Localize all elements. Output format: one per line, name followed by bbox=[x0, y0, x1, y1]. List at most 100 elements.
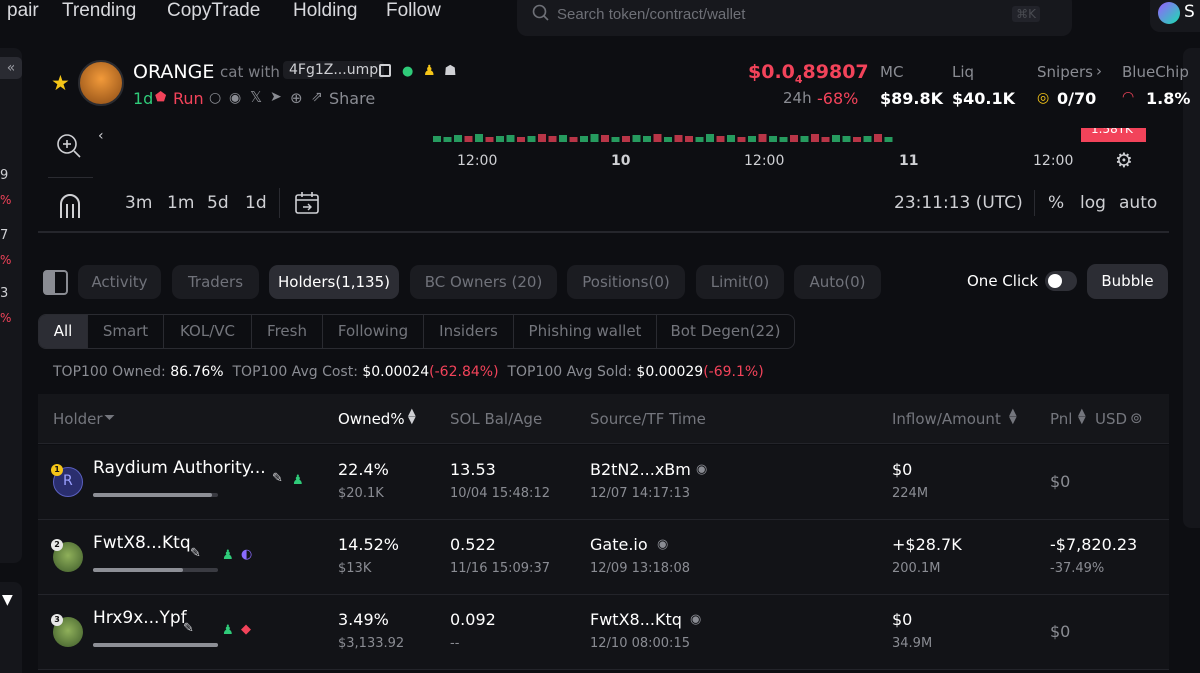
search-shortcut: ⌘K bbox=[1012, 6, 1040, 22]
panel-toggle-icon[interactable] bbox=[43, 270, 68, 295]
filter-following[interactable]: Following bbox=[323, 315, 424, 348]
chart-candle bbox=[454, 135, 462, 142]
chart-candle bbox=[475, 134, 483, 142]
col-inflow-amount[interactable]: Inflow/Amount bbox=[892, 410, 1001, 428]
currency-toggle-icon[interactable]: ⊚ bbox=[1130, 409, 1143, 427]
telegram-icon[interactable]: ➤ bbox=[270, 89, 282, 105]
edit-pencil-icon[interactable]: ✎ bbox=[272, 471, 283, 486]
chart-candle bbox=[611, 137, 620, 142]
nav-holding[interactable]: Holding bbox=[293, 0, 358, 21]
table-row[interactable]: 2 FwtX8...Ktq ✎ ♟ ◐ 14.52% $13K 0.522 11… bbox=[38, 520, 1169, 595]
chart-candle bbox=[485, 137, 494, 142]
sort-icon[interactable]: ▲ ▼ bbox=[1078, 407, 1086, 426]
sniper-target-icon: ◎ bbox=[1037, 90, 1050, 106]
tab-activity[interactable]: Activity bbox=[78, 265, 161, 299]
nav-follow[interactable]: Follow bbox=[386, 0, 441, 21]
chart-candle bbox=[622, 136, 630, 142]
filter-phishing-wallet[interactable]: Phishing wallet bbox=[514, 315, 657, 348]
nav-trending[interactable]: Trending bbox=[62, 0, 137, 21]
edit-pencil-icon[interactable]: ✎ bbox=[183, 621, 194, 636]
filter-icon[interactable]: ▼ bbox=[2, 592, 13, 608]
col-usd[interactable]: USD bbox=[1095, 410, 1128, 428]
tab-auto[interactable]: Auto(0) bbox=[794, 265, 881, 299]
tf-time: 12/09 13:18:08 bbox=[590, 561, 690, 576]
solana-chain-button[interactable]: S bbox=[1150, 0, 1200, 32]
sort-icon[interactable]: ▲ ▼ bbox=[1009, 407, 1017, 426]
chart-settings-icon[interactable]: ⚙ bbox=[1115, 148, 1133, 172]
collapse-sidebar-button[interactable]: « bbox=[0, 57, 22, 79]
sort-icon[interactable]: ▲ ▼ bbox=[408, 407, 416, 426]
chart-candle bbox=[758, 134, 767, 142]
contract-address[interactable]: 4Fg1Z...ump bbox=[283, 61, 385, 79]
timeframe-3m[interactable]: 3m bbox=[125, 193, 153, 213]
toolbar-divider bbox=[1034, 190, 1035, 216]
snipers-label[interactable]: Snipers bbox=[1037, 63, 1093, 81]
scale-auto[interactable]: auto bbox=[1119, 193, 1158, 213]
change-label: 24h bbox=[783, 89, 812, 107]
left-rail: 9 % 7 % 3 % bbox=[0, 48, 22, 563]
source-wallet[interactable]: Gate.io bbox=[590, 535, 648, 554]
search-input[interactable] bbox=[557, 2, 1017, 26]
scale-log[interactable]: log bbox=[1080, 193, 1106, 213]
inflow: $0 bbox=[892, 460, 913, 479]
date-range-icon[interactable] bbox=[294, 191, 320, 215]
share-icon[interactable]: ⇗ bbox=[311, 89, 323, 105]
nav-copytrade[interactable]: CopyTrade bbox=[167, 0, 261, 21]
col-owned[interactable]: Owned% bbox=[338, 410, 405, 428]
tab-positions[interactable]: Positions(0) bbox=[567, 265, 685, 299]
avg-cost-value: $0.00024 bbox=[362, 364, 430, 380]
table-row[interactable]: R 1 Raydium Authority... ✎ ♟ 22.4% $20.1… bbox=[38, 445, 1169, 520]
timeframe-1d[interactable]: 1d bbox=[245, 193, 267, 213]
edit-pencil-icon[interactable]: ✎ bbox=[190, 546, 201, 561]
tab-bc-owners[interactable]: BC Owners (20) bbox=[410, 265, 557, 299]
filter-bot-degen[interactable]: Bot Degen(22) bbox=[670, 322, 781, 340]
source-wallet[interactable]: B2tN2...xBm bbox=[590, 460, 691, 479]
col-pnl[interactable]: Pnl bbox=[1050, 410, 1073, 428]
filter-funnel-icon[interactable]: ⏷ bbox=[104, 410, 116, 426]
holder-name[interactable]: Hrx9x...Ypf bbox=[93, 608, 187, 628]
tab-holders[interactable]: Holders(1,135) bbox=[269, 265, 399, 299]
time-tick: 12:00 bbox=[744, 153, 785, 169]
search-social-icon[interactable]: ○ bbox=[209, 90, 222, 106]
chart-candle bbox=[779, 137, 788, 142]
nav-pair[interactable]: pair bbox=[7, 0, 39, 21]
tab-limit[interactable]: Limit(0) bbox=[696, 265, 784, 299]
filter-fresh[interactable]: Fresh bbox=[252, 315, 323, 348]
filter-smart[interactable]: Smart bbox=[88, 315, 164, 348]
zoom-in-icon[interactable] bbox=[56, 133, 82, 159]
one-click-toggle[interactable] bbox=[1045, 271, 1077, 291]
website-globe-icon[interactable]: ⊕ bbox=[290, 89, 303, 107]
copy-icon[interactable] bbox=[379, 64, 391, 77]
utc-clock: 23:11:13 (UTC) bbox=[894, 193, 1023, 213]
chart-back-icon[interactable]: ‹ bbox=[98, 128, 104, 144]
x-twitter-icon[interactable]: 𝕏 bbox=[250, 88, 263, 106]
holder-name[interactable]: Raydium Authority... bbox=[93, 458, 266, 478]
holder-name[interactable]: FwtX8...Ktq bbox=[93, 533, 191, 553]
coin-icon[interactable]: ◉ bbox=[229, 90, 242, 106]
filter-kol-vc[interactable]: KOL/VC bbox=[164, 315, 252, 348]
magnet-icon[interactable] bbox=[58, 193, 82, 219]
timeframe-5d[interactable]: 5d bbox=[207, 193, 229, 213]
chart-candle bbox=[527, 136, 536, 142]
table-row[interactable]: 3 Hrx9x...Ypf ✎ ♟ ◆ 3.49% $3,133.92 0.09… bbox=[38, 595, 1169, 670]
source-wallet[interactable]: FwtX8...Ktq bbox=[590, 610, 682, 629]
tab-traders[interactable]: Traders bbox=[172, 265, 259, 299]
filter-all[interactable]: All bbox=[39, 315, 88, 348]
share-label[interactable]: Share bbox=[329, 89, 376, 108]
time-tick: 10 bbox=[611, 153, 631, 169]
price-zero-count: 4 bbox=[794, 72, 803, 86]
scale-percent[interactable]: % bbox=[1048, 193, 1065, 213]
snipers-value: 0/70 bbox=[1057, 89, 1097, 108]
filter-insiders[interactable]: Insiders bbox=[424, 315, 514, 348]
token-symbol: ORANGE bbox=[133, 61, 215, 83]
rail-value: 3 bbox=[0, 286, 9, 301]
search-bar[interactable]: ⌘K bbox=[517, 0, 1072, 36]
chevron-right-icon[interactable]: › bbox=[1096, 62, 1102, 80]
timeframe-1m[interactable]: 1m bbox=[167, 193, 195, 213]
price-tag-label: 1.58TK bbox=[1091, 128, 1133, 136]
favorite-star-icon[interactable]: ★ bbox=[51, 71, 70, 95]
bubble-button[interactable]: Bubble bbox=[1087, 264, 1168, 299]
holding-progress-fill bbox=[93, 643, 218, 647]
chart-candle bbox=[853, 137, 861, 142]
rail-pct: % bbox=[0, 311, 12, 325]
